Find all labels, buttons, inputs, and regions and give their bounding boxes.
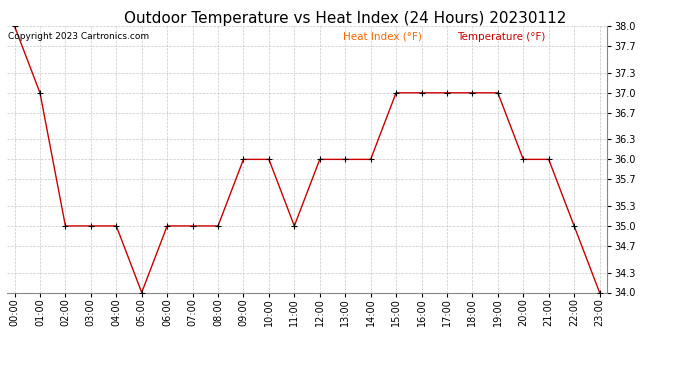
Text: Outdoor Temperature vs Heat Index (24 Hours) 20230112: Outdoor Temperature vs Heat Index (24 Ho… <box>124 11 566 26</box>
Text: Heat Index (°F): Heat Index (°F) <box>343 32 422 42</box>
Text: Copyright 2023 Cartronics.com: Copyright 2023 Cartronics.com <box>8 32 148 40</box>
Text: Temperature (°F): Temperature (°F) <box>457 32 546 42</box>
